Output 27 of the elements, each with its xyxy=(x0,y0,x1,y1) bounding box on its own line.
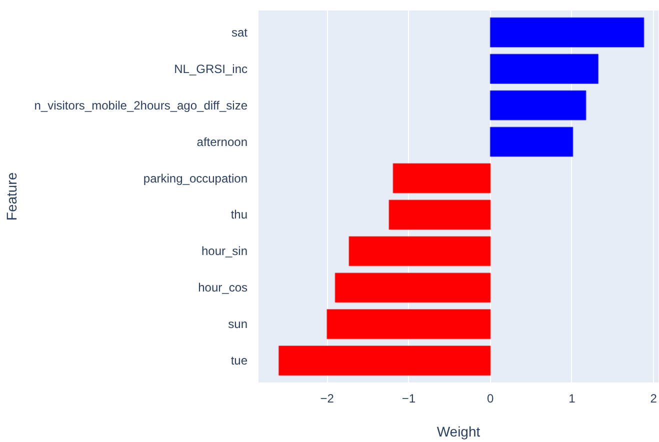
y-axis-title: Feature xyxy=(3,172,20,221)
y-tick-label: afternoon xyxy=(196,134,248,149)
bar xyxy=(490,17,644,48)
y-tick-label: sat xyxy=(231,25,248,40)
bar xyxy=(278,346,491,376)
x-tick-label: 0 xyxy=(487,392,494,406)
y-tick-label: tue xyxy=(230,354,248,368)
x-axis-title: Weight xyxy=(436,424,480,440)
bar xyxy=(490,90,586,120)
x-tick-label: −2 xyxy=(320,392,334,406)
y-tick-label: hour_sin xyxy=(201,244,248,258)
bar xyxy=(326,309,491,340)
x-tick-label: 1 xyxy=(568,392,576,406)
x-tick-label: −1 xyxy=(402,392,416,406)
bar xyxy=(392,163,491,194)
x-tick-label: 2 xyxy=(650,392,658,406)
y-tick-label: n_visitors_mobile_2hours_ago_diff_size xyxy=(34,98,248,112)
y-tick-label: hour_cos xyxy=(198,280,248,295)
y-tick-label: thu xyxy=(230,208,248,222)
bar xyxy=(490,54,599,84)
y-tick-label: NL_GRSI_inc xyxy=(174,62,248,76)
y-tick-label: sun xyxy=(228,317,248,332)
bar xyxy=(348,236,491,266)
bar xyxy=(490,126,574,157)
y-tick-label: parking_occupation xyxy=(143,171,248,186)
bar xyxy=(388,200,491,230)
bar xyxy=(334,272,491,303)
